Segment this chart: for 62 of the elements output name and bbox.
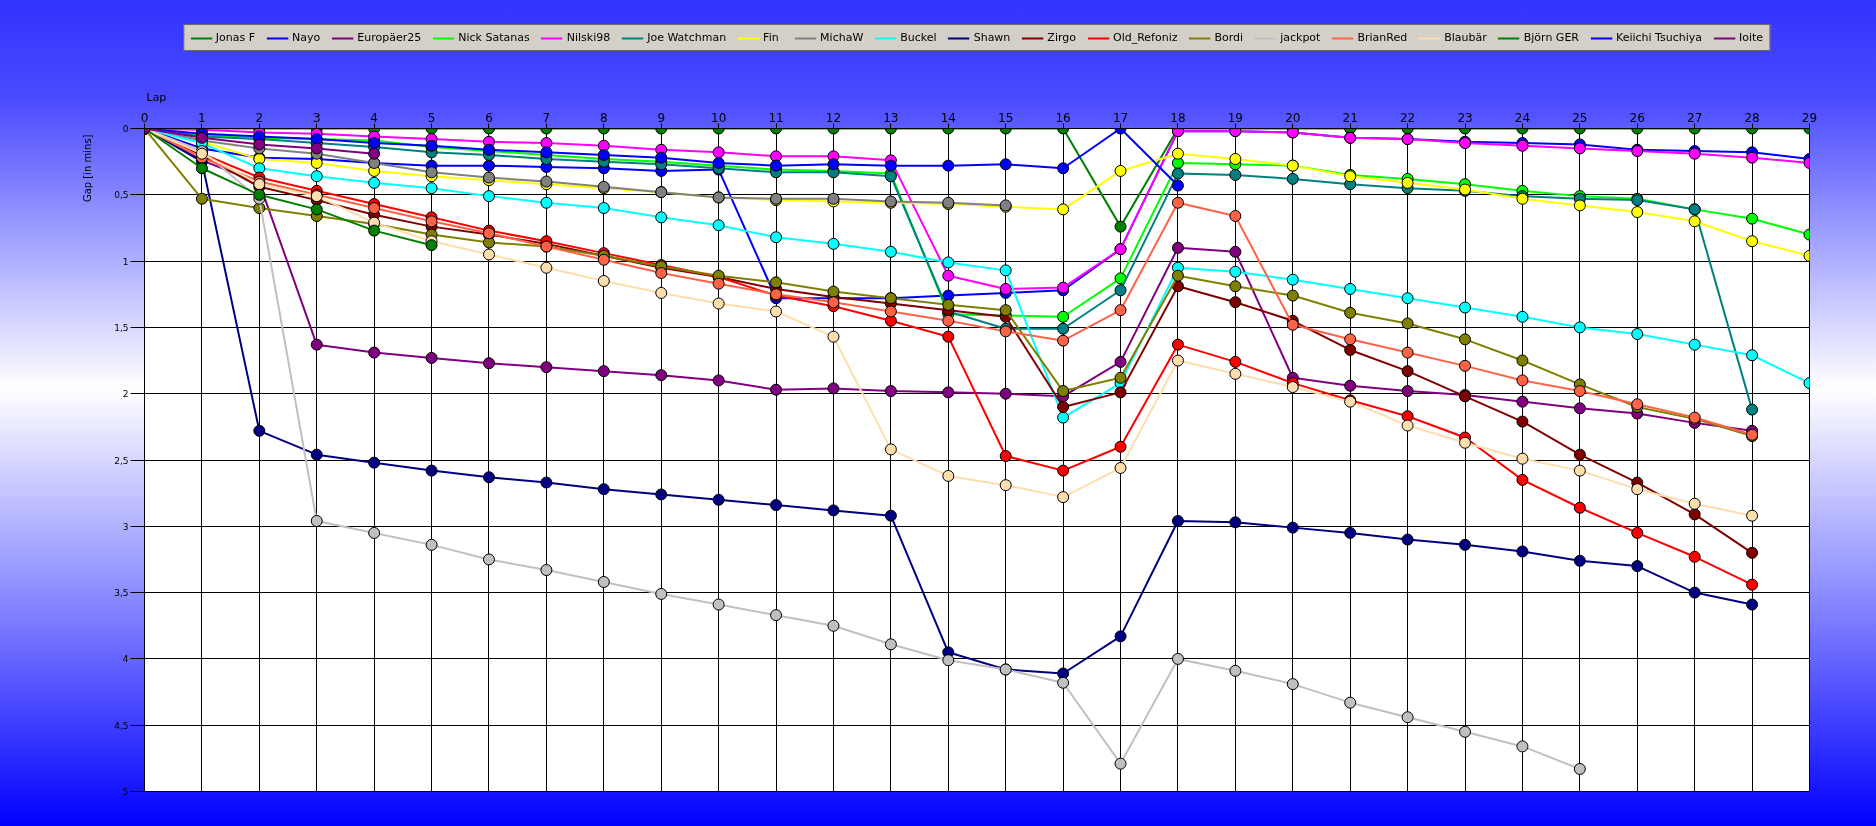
y-tick-label: 4,5 bbox=[114, 720, 129, 731]
legend-label: Ioite bbox=[1739, 31, 1764, 44]
y-tick-label: 5 bbox=[122, 787, 129, 797]
y-tick-label: 3,5 bbox=[114, 588, 129, 599]
y-tick-label: 0,5 bbox=[114, 190, 129, 201]
legend-label: Bordi bbox=[1214, 31, 1244, 44]
x-tick-label: 14 bbox=[940, 110, 956, 125]
legend-label: Shawn bbox=[973, 31, 1011, 44]
x-tick-label: 10 bbox=[711, 110, 727, 125]
x-tick-label: 13 bbox=[883, 110, 899, 125]
legend-label: Zirgo bbox=[1047, 31, 1076, 44]
x-tick-label: 20 bbox=[1285, 110, 1301, 125]
y-tick-label: 1,5 bbox=[114, 322, 129, 333]
x-tick-label: 29 bbox=[1801, 110, 1818, 125]
y-tick-label: 3 bbox=[122, 521, 129, 532]
x-tick-label: 28 bbox=[1744, 110, 1760, 125]
y-tick-label: 2 bbox=[122, 389, 129, 400]
x-tick-label: 8 bbox=[599, 110, 608, 125]
legend-label: Fin bbox=[763, 31, 780, 44]
x-axis-title: Lap bbox=[146, 90, 167, 104]
legend-label: Nilski98 bbox=[566, 31, 611, 44]
y-axis-title: Gap [in mins] bbox=[81, 134, 93, 203]
legend-label: Old_Refoniz bbox=[1112, 31, 1178, 44]
x-tick-label: 22 bbox=[1399, 110, 1416, 125]
x-tick-label: 5 bbox=[427, 110, 436, 125]
x-tick-label: 1 bbox=[198, 110, 206, 125]
x-tick-label: 7 bbox=[542, 110, 551, 125]
y-tick-label: 1 bbox=[122, 256, 129, 267]
legend-label: jackpot bbox=[1280, 31, 1321, 44]
x-tick-label: 9 bbox=[657, 110, 666, 125]
legend-label: Björn GER bbox=[1523, 31, 1579, 44]
legend-label: BrianRed bbox=[1357, 31, 1408, 44]
x-tick-label: 2 bbox=[255, 110, 264, 125]
legend-label: Keiichi Tsuchiya bbox=[1615, 31, 1703, 44]
x-tick-label: 15 bbox=[998, 110, 1014, 125]
legend-label: Europäer25 bbox=[357, 31, 422, 44]
x-tick-label: 6 bbox=[485, 110, 493, 125]
legend-label: Buckel bbox=[900, 31, 937, 44]
legend-label: MichaW bbox=[820, 31, 864, 44]
legend-label: Nayo bbox=[292, 31, 321, 44]
x-tick-label: 27 bbox=[1687, 110, 1703, 125]
x-tick-label: 12 bbox=[825, 110, 842, 125]
x-tick-label: 24 bbox=[1514, 110, 1531, 125]
legend-label: Joe Watchman bbox=[647, 31, 727, 44]
x-tick-label: 3 bbox=[312, 110, 321, 125]
x-tick-label: 0 bbox=[140, 110, 149, 125]
legend-label: Blaubär bbox=[1444, 31, 1487, 44]
x-tick-label: 16 bbox=[1055, 110, 1071, 125]
x-tick-label: 11 bbox=[768, 110, 784, 125]
y-tick-label: 2,5 bbox=[114, 455, 129, 466]
x-tick-label: 26 bbox=[1629, 110, 1645, 125]
legend-label: Nick Satanas bbox=[458, 31, 530, 44]
x-tick-label: 18 bbox=[1170, 110, 1186, 125]
x-tick-label: 17 bbox=[1112, 110, 1129, 125]
y-tick-label: 0 bbox=[122, 124, 129, 134]
x-tick-label: 4 bbox=[370, 110, 378, 125]
x-tick-label: 21 bbox=[1342, 110, 1358, 125]
legend-label: Jonas F bbox=[215, 31, 256, 44]
x-tick-label: 23 bbox=[1457, 110, 1473, 125]
x-tick-label: 25 bbox=[1572, 110, 1588, 125]
y-tick-label: 4 bbox=[122, 654, 129, 665]
x-tick-label: 19 bbox=[1227, 110, 1244, 125]
